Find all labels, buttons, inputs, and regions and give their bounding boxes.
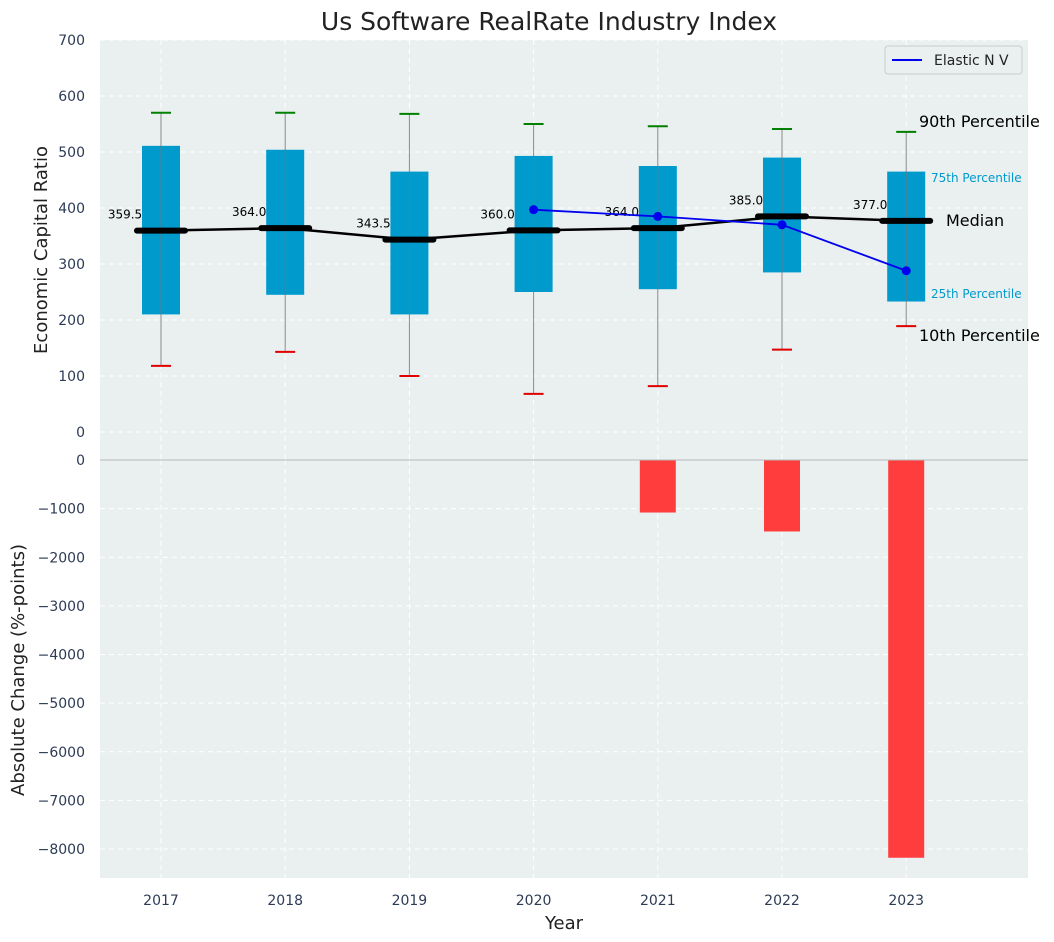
top-y-axis-label: Economic Capital Ratio: [31, 146, 52, 354]
x-tick-label: 2023: [888, 893, 924, 909]
x-tick-label: 2022: [764, 893, 800, 909]
bottom-y-tick-label: −4000: [38, 648, 85, 664]
top-y-tick-label: 400: [58, 201, 85, 217]
x-tick-label: 2019: [392, 893, 428, 909]
axes-layer: 0 100 200 300 400 500 600 700 0 −1000 −2000 −3000 −4…: [38, 33, 1028, 909]
median-value-label: 377.0: [853, 198, 887, 212]
top-y-tick-label: 0: [76, 425, 85, 441]
bottom-panel-background: [100, 460, 1028, 878]
bottom-y-tick-label: −5000: [38, 696, 85, 712]
bottom-y-tick-label: 0: [76, 453, 85, 469]
series-point: [529, 205, 539, 215]
top-panel-background: [100, 40, 1028, 460]
bottom-y-tick-label: −8000: [38, 842, 85, 858]
x-tick-label: 2020: [516, 893, 552, 909]
annotation-p75: 75th Percentile: [931, 171, 1022, 185]
bottom-y-tick-label: −7000: [38, 793, 85, 809]
chart-title: Us Software RealRate Industry Index: [321, 7, 777, 36]
top-y-tick-label: 100: [58, 369, 85, 385]
bottom-y-tick-label: −6000: [38, 745, 85, 761]
annotation-p10: 10th Percentile: [919, 326, 1040, 345]
box-plot-layer: 359.5 364.0 343.5 360.0 364.0 385.0 377.0: [108, 111, 934, 395]
x-axis-label: Year: [544, 913, 584, 934]
x-tick-label: 2018: [267, 893, 303, 909]
median-value-label: 364.0: [605, 205, 639, 219]
median-value-label: 343.5: [356, 217, 390, 231]
annotation-p90: 90th Percentile: [919, 112, 1040, 131]
change-bar: [639, 460, 676, 513]
median-value-label: 364.0: [232, 205, 266, 219]
top-y-tick-label: 200: [58, 313, 85, 329]
annotation-median: Median: [946, 211, 1004, 230]
top-y-tick-label: 500: [58, 145, 85, 161]
series-line: [533, 208, 907, 272]
legend: Elastic N V: [884, 45, 1023, 75]
change-bar: [764, 460, 800, 532]
bottom-y-tick-label: −3000: [38, 599, 85, 615]
bottom-y-tick-label: −2000: [38, 550, 85, 566]
series-point: [777, 220, 787, 230]
x-tick-label: 2017: [143, 893, 179, 909]
legend-label: Elastic N V: [934, 53, 1009, 69]
median-value-label: 360.0: [480, 207, 514, 221]
bar-chart-layer: [639, 460, 925, 858]
bottom-y-tick-label: −1000: [38, 502, 85, 518]
median-value-label: 359.5: [108, 208, 142, 222]
series-point: [901, 266, 911, 276]
change-bar: [888, 460, 925, 858]
series-point: [653, 211, 663, 221]
x-tick-label: 2021: [640, 893, 676, 909]
top-y-tick-label: 300: [58, 257, 85, 273]
median-value-label: 385.0: [729, 193, 763, 207]
top-y-tick-label: 600: [58, 89, 85, 105]
bottom-y-axis-label: Absolute Change (%-points): [8, 544, 29, 796]
top-y-tick-label: 700: [58, 33, 85, 49]
annotation-p25: 25th Percentile: [931, 287, 1022, 301]
